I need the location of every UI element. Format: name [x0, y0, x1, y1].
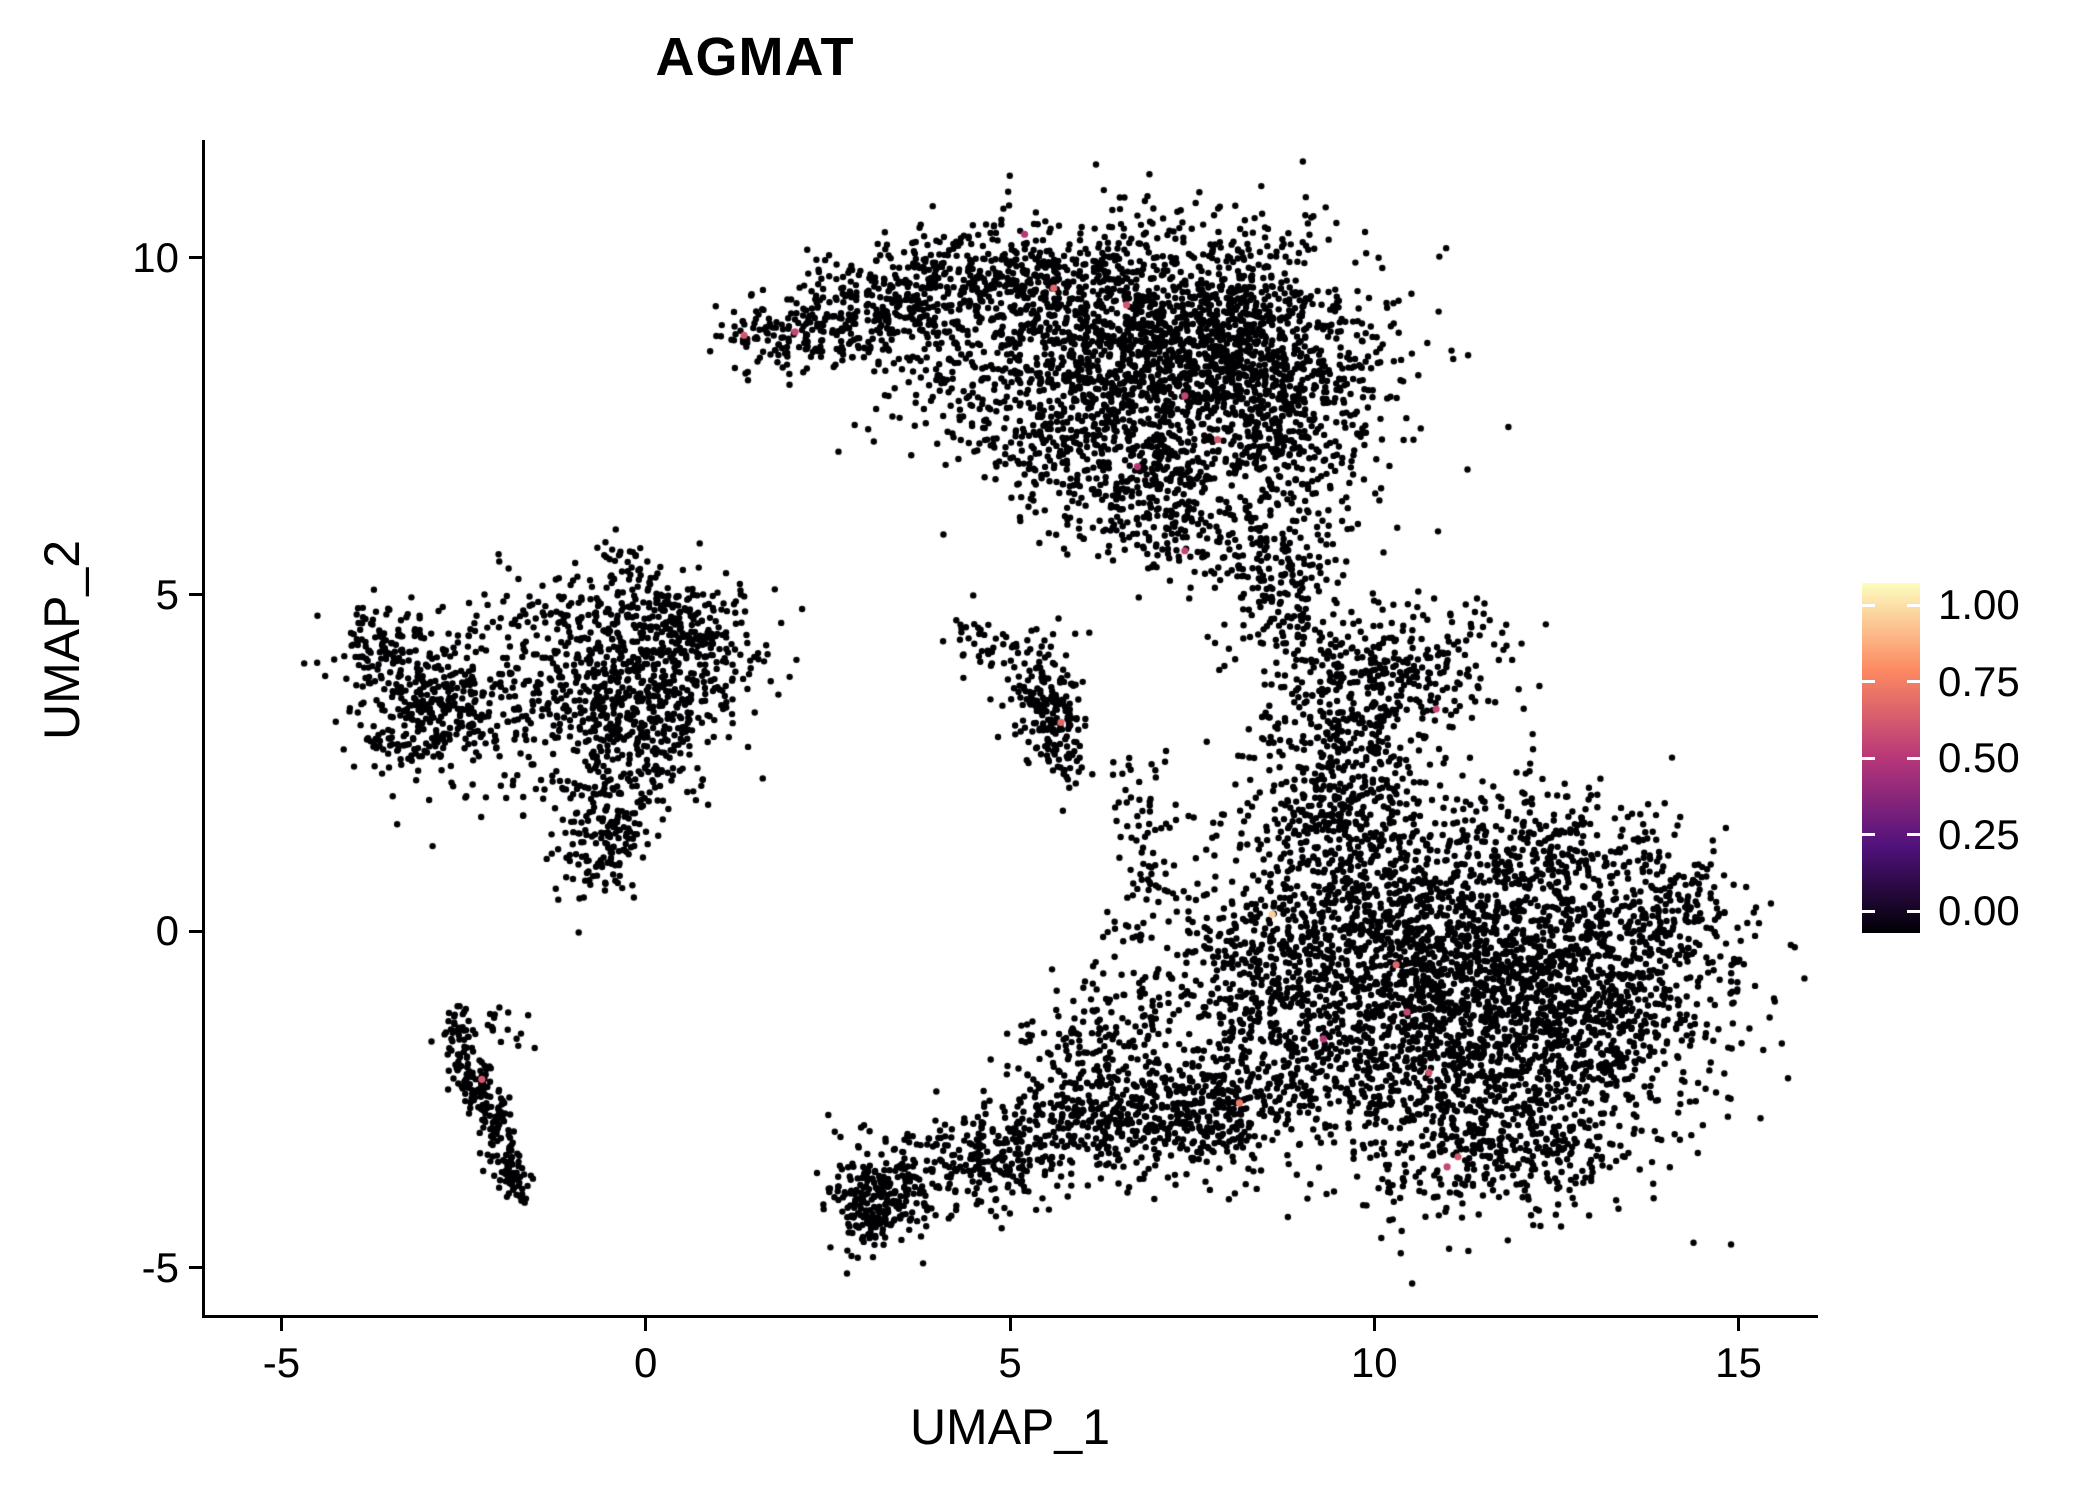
colorbar-tick-mark — [1862, 756, 1875, 760]
colorbar-tick-mark — [1907, 756, 1920, 760]
x-tick-label: 5 — [998, 1339, 1022, 1386]
x-tick-mark — [1008, 1318, 1012, 1331]
y-tick-mark — [189, 256, 202, 260]
y-tick-mark — [189, 593, 202, 596]
x-tick-label: 15 — [1715, 1339, 1762, 1386]
y-tick-mark — [189, 929, 202, 933]
x-tick-mark — [279, 1318, 283, 1331]
colorbar-tick-mark — [1907, 909, 1920, 913]
y-axis-line — [202, 140, 205, 1318]
x-tick-mark — [1372, 1318, 1376, 1331]
colorbar-tick-mark — [1907, 680, 1920, 683]
colorbar-tick-mark — [1907, 603, 1920, 607]
y-tick-label: 5 — [155, 570, 179, 618]
x-tick-label: -5 — [262, 1339, 301, 1386]
colorbar-tick-label: 0.25 — [1938, 810, 2020, 858]
color-legend: 1.00 0.75 0.50 0.25 0.00 — [1862, 581, 2100, 934]
colorbar-tick-label: 1.00 — [1938, 581, 2020, 628]
x-axis-line — [202, 1315, 1818, 1318]
y-tick-label: -5 — [141, 1243, 179, 1291]
colorbar-tick-mark — [1862, 680, 1875, 683]
x-tick-mark — [644, 1318, 648, 1331]
plot-panel — [205, 140, 1815, 1315]
y-tick-label: 0 — [155, 907, 179, 955]
x-tick-label: 10 — [1350, 1339, 1398, 1386]
colorbar-tick-mark — [1907, 833, 1920, 836]
colorbar-tick-label: 0.00 — [1938, 887, 2020, 934]
x-tick-label: 0 — [634, 1339, 658, 1386]
colorbar-tick-label: 0.75 — [1938, 657, 2020, 705]
colorbar-tick-mark — [1862, 909, 1875, 913]
y-axis-label: UMAP_2 — [34, 539, 90, 741]
x-axis-label: UMAP_1 — [909, 1399, 1111, 1455]
scatter-points-canvas — [205, 140, 1815, 1315]
chart-title: AGMAT — [655, 27, 855, 87]
colorbar-tick-mark — [1862, 603, 1875, 607]
y-tick-label: 10 — [132, 233, 179, 281]
y-tick-mark — [189, 1266, 202, 1270]
x-tick-mark — [1737, 1318, 1740, 1331]
colorbar-tick-mark — [1862, 833, 1875, 836]
colorbar-tick-label: 0.50 — [1938, 734, 2020, 781]
